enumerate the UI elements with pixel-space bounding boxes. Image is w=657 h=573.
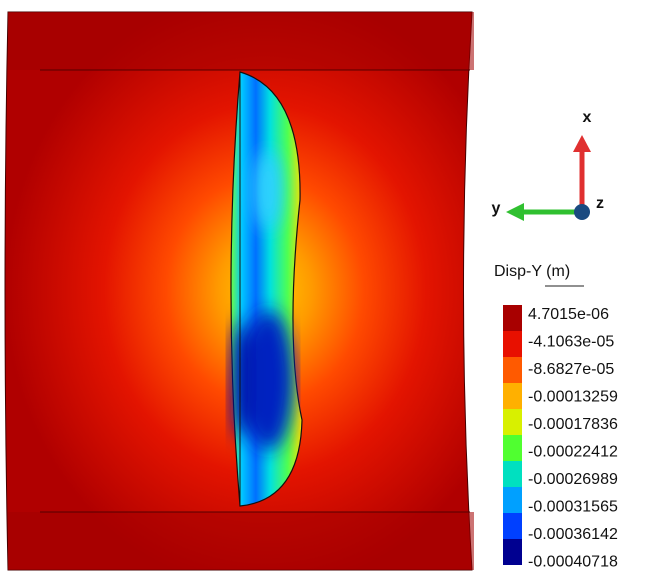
colorbar-band [503, 305, 522, 331]
colorbar-label: 4.7015e-06 [528, 306, 609, 323]
colorbar-band [503, 357, 522, 383]
colorbar-label: -0.00040718 [528, 553, 618, 570]
axis-triad: x y z [492, 109, 604, 221]
colorbar-label: -0.00017836 [528, 416, 618, 433]
colorbar-band [503, 539, 522, 565]
colorbar-label: -0.00013259 [528, 389, 618, 406]
colorbar-band [503, 487, 522, 513]
axis-label-x: x [583, 109, 592, 126]
colorbar-label: -0.00022412 [528, 443, 618, 460]
axis-label-y: y [492, 200, 501, 217]
colorbar-label: -0.00036142 [528, 526, 618, 543]
colorbar-band [503, 435, 522, 461]
colorbar-label: -4.1063e-05 [528, 334, 614, 351]
colorbar: Disp-Y (m) 4.7015e-06 -4.1063e-05 -8.6827e… [494, 263, 618, 570]
colorbar-band [503, 513, 522, 539]
colorbar-band [503, 461, 522, 487]
axis-label-z: z [596, 195, 604, 212]
model [4, 11, 474, 571]
colorbar-title: Disp-Y (m) [494, 263, 570, 280]
colorbar-band [503, 331, 522, 357]
colorbar-band [503, 409, 522, 435]
colorbar-label: -8.6827e-05 [528, 361, 614, 378]
colorbar-band [503, 383, 522, 409]
colorbar-label: -0.00031565 [528, 498, 618, 515]
colorbar-label: -0.00026989 [528, 471, 618, 488]
